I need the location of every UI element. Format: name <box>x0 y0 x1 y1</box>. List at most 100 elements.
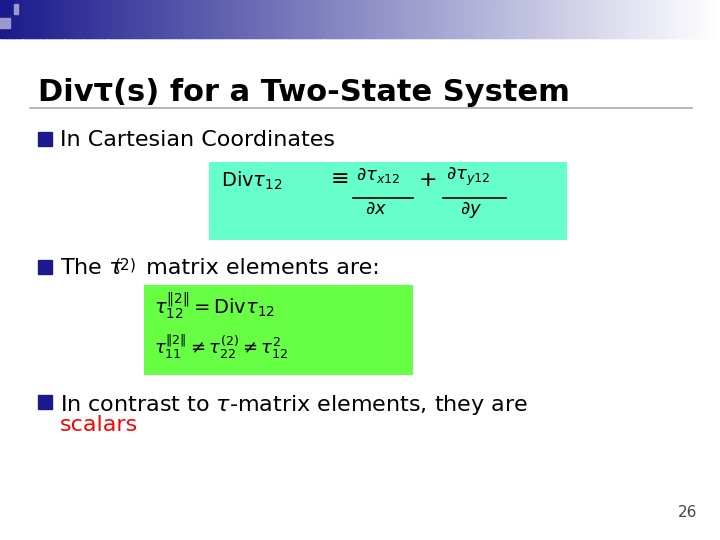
Bar <box>544 0 548 38</box>
Text: matrix elements are:: matrix elements are: <box>140 258 380 278</box>
Bar <box>225 0 228 38</box>
FancyBboxPatch shape <box>209 162 567 240</box>
Bar <box>471 0 474 38</box>
Bar <box>616 0 620 38</box>
Bar <box>239 0 242 38</box>
Bar <box>492 0 495 38</box>
Bar <box>554 0 557 38</box>
Bar <box>518 0 522 38</box>
Bar <box>370 0 374 38</box>
Bar <box>580 0 584 38</box>
Bar <box>158 0 161 38</box>
Bar <box>9 0 13 38</box>
Bar <box>346 0 350 38</box>
Bar <box>671 0 675 38</box>
Bar <box>29 0 32 38</box>
Bar <box>72 0 75 38</box>
Bar <box>81 0 85 38</box>
Bar <box>19 0 22 38</box>
Bar <box>210 0 214 38</box>
Bar <box>299 0 302 38</box>
Bar <box>134 0 138 38</box>
Bar <box>318 0 321 38</box>
Bar <box>62 0 66 38</box>
Bar <box>621 0 624 38</box>
Bar <box>31 0 35 38</box>
Bar <box>114 0 118 38</box>
Bar <box>43 0 46 38</box>
Bar <box>640 0 644 38</box>
Bar <box>490 0 493 38</box>
Bar <box>165 0 168 38</box>
Bar <box>363 0 366 38</box>
Bar <box>714 0 718 38</box>
Bar <box>564 0 567 38</box>
Bar <box>435 0 438 38</box>
Bar <box>170 0 173 38</box>
Bar <box>702 0 706 38</box>
Bar <box>657 0 660 38</box>
Bar <box>636 0 639 38</box>
Bar <box>145 0 149 38</box>
Bar <box>404 0 407 38</box>
Bar <box>150 0 154 38</box>
Bar <box>189 0 192 38</box>
Bar <box>131 0 135 38</box>
Bar <box>633 0 636 38</box>
Bar <box>258 0 261 38</box>
Bar <box>212 0 216 38</box>
Bar <box>248 0 252 38</box>
Bar <box>394 0 397 38</box>
Bar <box>110 0 113 38</box>
Text: $\equiv$: $\equiv$ <box>326 167 349 187</box>
Bar <box>549 0 553 38</box>
Bar <box>65 0 68 38</box>
Bar <box>74 0 78 38</box>
Bar <box>186 0 189 38</box>
Bar <box>382 0 386 38</box>
Bar <box>5 0 8 38</box>
Bar <box>67 0 71 38</box>
Bar <box>626 0 629 38</box>
Bar <box>198 0 202 38</box>
Bar <box>688 0 691 38</box>
Bar <box>681 0 684 38</box>
Bar <box>540 0 544 38</box>
Bar <box>377 0 381 38</box>
Bar <box>506 0 510 38</box>
Bar <box>58 0 60 38</box>
Bar <box>217 0 221 38</box>
Bar <box>624 0 627 38</box>
Bar <box>611 0 615 38</box>
Bar <box>86 0 89 38</box>
Bar <box>328 0 330 38</box>
Bar <box>50 0 53 38</box>
Bar <box>303 0 307 38</box>
Bar <box>191 0 194 38</box>
Bar <box>129 0 132 38</box>
Bar <box>473 0 477 38</box>
Bar <box>604 0 608 38</box>
Bar <box>547 0 551 38</box>
Bar <box>690 0 694 38</box>
Bar <box>203 0 207 38</box>
Bar <box>296 0 300 38</box>
Bar <box>433 0 436 38</box>
Text: $\tau_{12}^{\Vert 2\Vert} = \mathrm{Div}\tau_{12}$: $\tau_{12}^{\Vert 2\Vert} = \mathrm{Div}… <box>154 291 275 322</box>
Bar <box>241 0 245 38</box>
Bar <box>265 0 269 38</box>
Bar <box>446 0 450 38</box>
Bar <box>478 0 481 38</box>
Bar <box>112 0 116 38</box>
Bar <box>22 0 25 38</box>
Bar <box>669 0 672 38</box>
Bar <box>205 0 209 38</box>
Bar <box>497 0 500 38</box>
Bar <box>359 0 361 38</box>
Bar <box>335 0 338 38</box>
Bar <box>408 0 412 38</box>
Bar <box>230 0 233 38</box>
Bar <box>167 0 171 38</box>
Bar <box>351 0 354 38</box>
Bar <box>12 0 15 38</box>
